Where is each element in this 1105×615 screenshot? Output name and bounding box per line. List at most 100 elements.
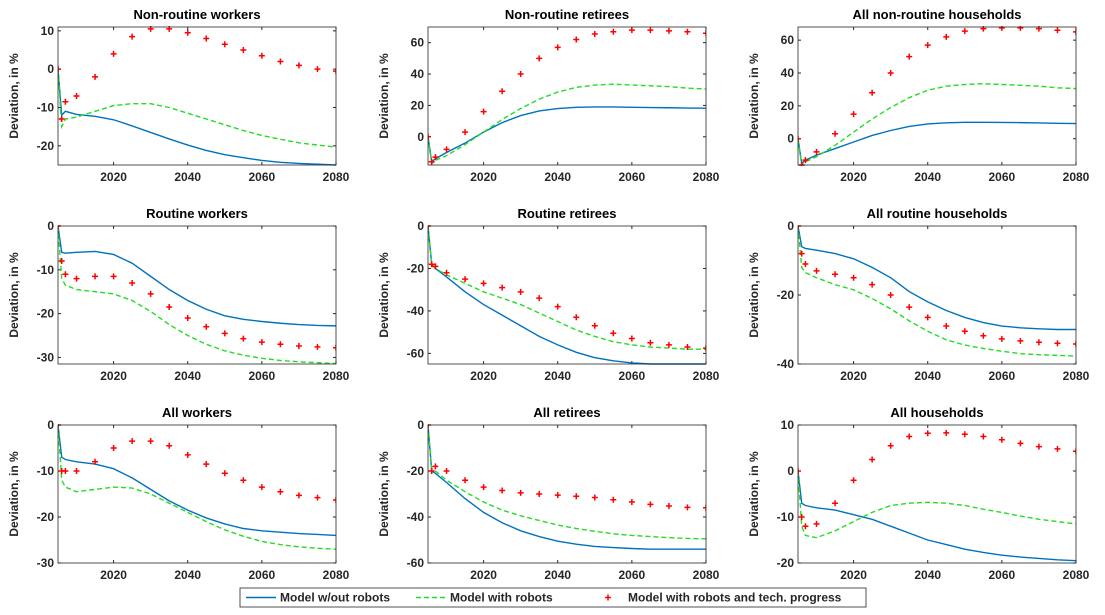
y-tick-label: 10: [781, 418, 795, 432]
data-point: [924, 314, 931, 321]
data-point: [129, 438, 136, 445]
y-axis-label: Deviation, in %: [7, 53, 21, 139]
data-point: [591, 322, 598, 329]
data-point: [591, 31, 598, 38]
data-point: [432, 463, 439, 470]
subplot-title: All non-routine households: [853, 7, 1022, 22]
data-point: [62, 98, 69, 105]
y-tick-label: 0: [47, 219, 54, 233]
data-point: [432, 263, 439, 270]
data-point: [573, 314, 580, 321]
data-point: [887, 442, 894, 449]
data-point: [869, 456, 876, 463]
data-point: [62, 468, 69, 474]
data-point: [499, 88, 506, 95]
y-axis-label: Deviation, in %: [747, 53, 761, 139]
y-tick-label: -20: [37, 510, 55, 524]
data-point: [703, 504, 706, 511]
y-tick-label: 0: [417, 219, 424, 233]
x-tick-label: 2080: [1063, 568, 1090, 582]
axes-box: [797, 424, 1077, 564]
data-point: [428, 261, 435, 268]
x-tick-label: 2060: [249, 369, 276, 383]
data-point: [943, 33, 950, 40]
x-tick-label: 2060: [619, 369, 646, 383]
data-point: [295, 62, 302, 69]
data-point: [906, 433, 913, 440]
data-point: [813, 520, 820, 527]
data-point: [277, 341, 284, 348]
data-point: [887, 292, 894, 298]
data-point: [536, 491, 543, 497]
data-point: [277, 58, 284, 65]
data-point: [314, 494, 321, 501]
subplot-title: All routine households: [867, 206, 1008, 221]
x-tick-label: 2020: [100, 568, 127, 582]
data-point: [221, 330, 228, 337]
data-point: [333, 68, 336, 75]
x-tick-label: 2060: [249, 568, 276, 582]
plot-area: [798, 429, 1076, 562]
data-point: [1017, 440, 1024, 447]
data-point: [869, 89, 876, 96]
data-point: [166, 442, 173, 449]
y-axis-label: Deviation, in %: [747, 252, 761, 338]
legend-box: [239, 587, 867, 608]
x-tick-label: 2040: [174, 170, 201, 184]
data-point: [110, 273, 117, 280]
y-axis-label: Deviation, in %: [747, 451, 761, 537]
series-line: [58, 69, 336, 166]
y-tick-label: 10: [41, 24, 55, 38]
data-point: [536, 55, 543, 62]
data-point: [203, 35, 210, 42]
x-tick-label: 2080: [1063, 170, 1090, 184]
y-tick-label: 0: [47, 62, 54, 76]
data-point: [499, 487, 506, 494]
x-tick-label: 2020: [100, 369, 127, 383]
data-point: [887, 70, 894, 76]
subplot-title: All workers: [162, 405, 232, 420]
data-point: [610, 28, 617, 35]
data-point: [73, 468, 80, 474]
y-tick-label: 0: [787, 132, 794, 146]
subplot-title: All households: [890, 405, 983, 420]
plot-area: [58, 225, 336, 365]
data-point: [443, 146, 450, 153]
data-point: [906, 304, 913, 311]
axes-box: [797, 26, 1077, 166]
x-tick-label: 2080: [323, 369, 350, 383]
data-point: [647, 339, 654, 346]
data-point: [832, 130, 839, 137]
data-point: [647, 27, 654, 34]
data-point: [443, 269, 450, 276]
series-line: [798, 225, 1076, 357]
y-axis-label: Deviation, in %: [377, 451, 391, 537]
data-point: [499, 284, 506, 291]
axes-box: [797, 225, 1077, 365]
data-point: [665, 341, 672, 348]
data-point: [573, 36, 580, 43]
data-point: [258, 52, 265, 59]
x-tick-label: 2080: [323, 170, 350, 184]
data-point: [258, 339, 265, 346]
data-point: [58, 66, 61, 73]
data-point: [813, 148, 820, 155]
y-tick-label: -10: [777, 510, 795, 524]
series-line: [798, 225, 1076, 331]
y-tick-label: 60: [781, 33, 795, 47]
data-point: [73, 93, 80, 99]
x-tick-label: 2080: [693, 568, 720, 582]
data-point: [62, 271, 69, 278]
data-point: [240, 335, 247, 342]
data-point: [1054, 445, 1061, 452]
data-point: [798, 514, 805, 520]
data-point: [1073, 28, 1076, 35]
data-point: [240, 477, 247, 484]
data-point: [802, 157, 809, 164]
legend-marker: [605, 594, 611, 601]
data-point: [610, 496, 617, 503]
y-tick-label: -20: [37, 139, 55, 153]
data-point: [998, 26, 1005, 31]
data-point: [798, 468, 801, 474]
data-point: [610, 330, 617, 337]
